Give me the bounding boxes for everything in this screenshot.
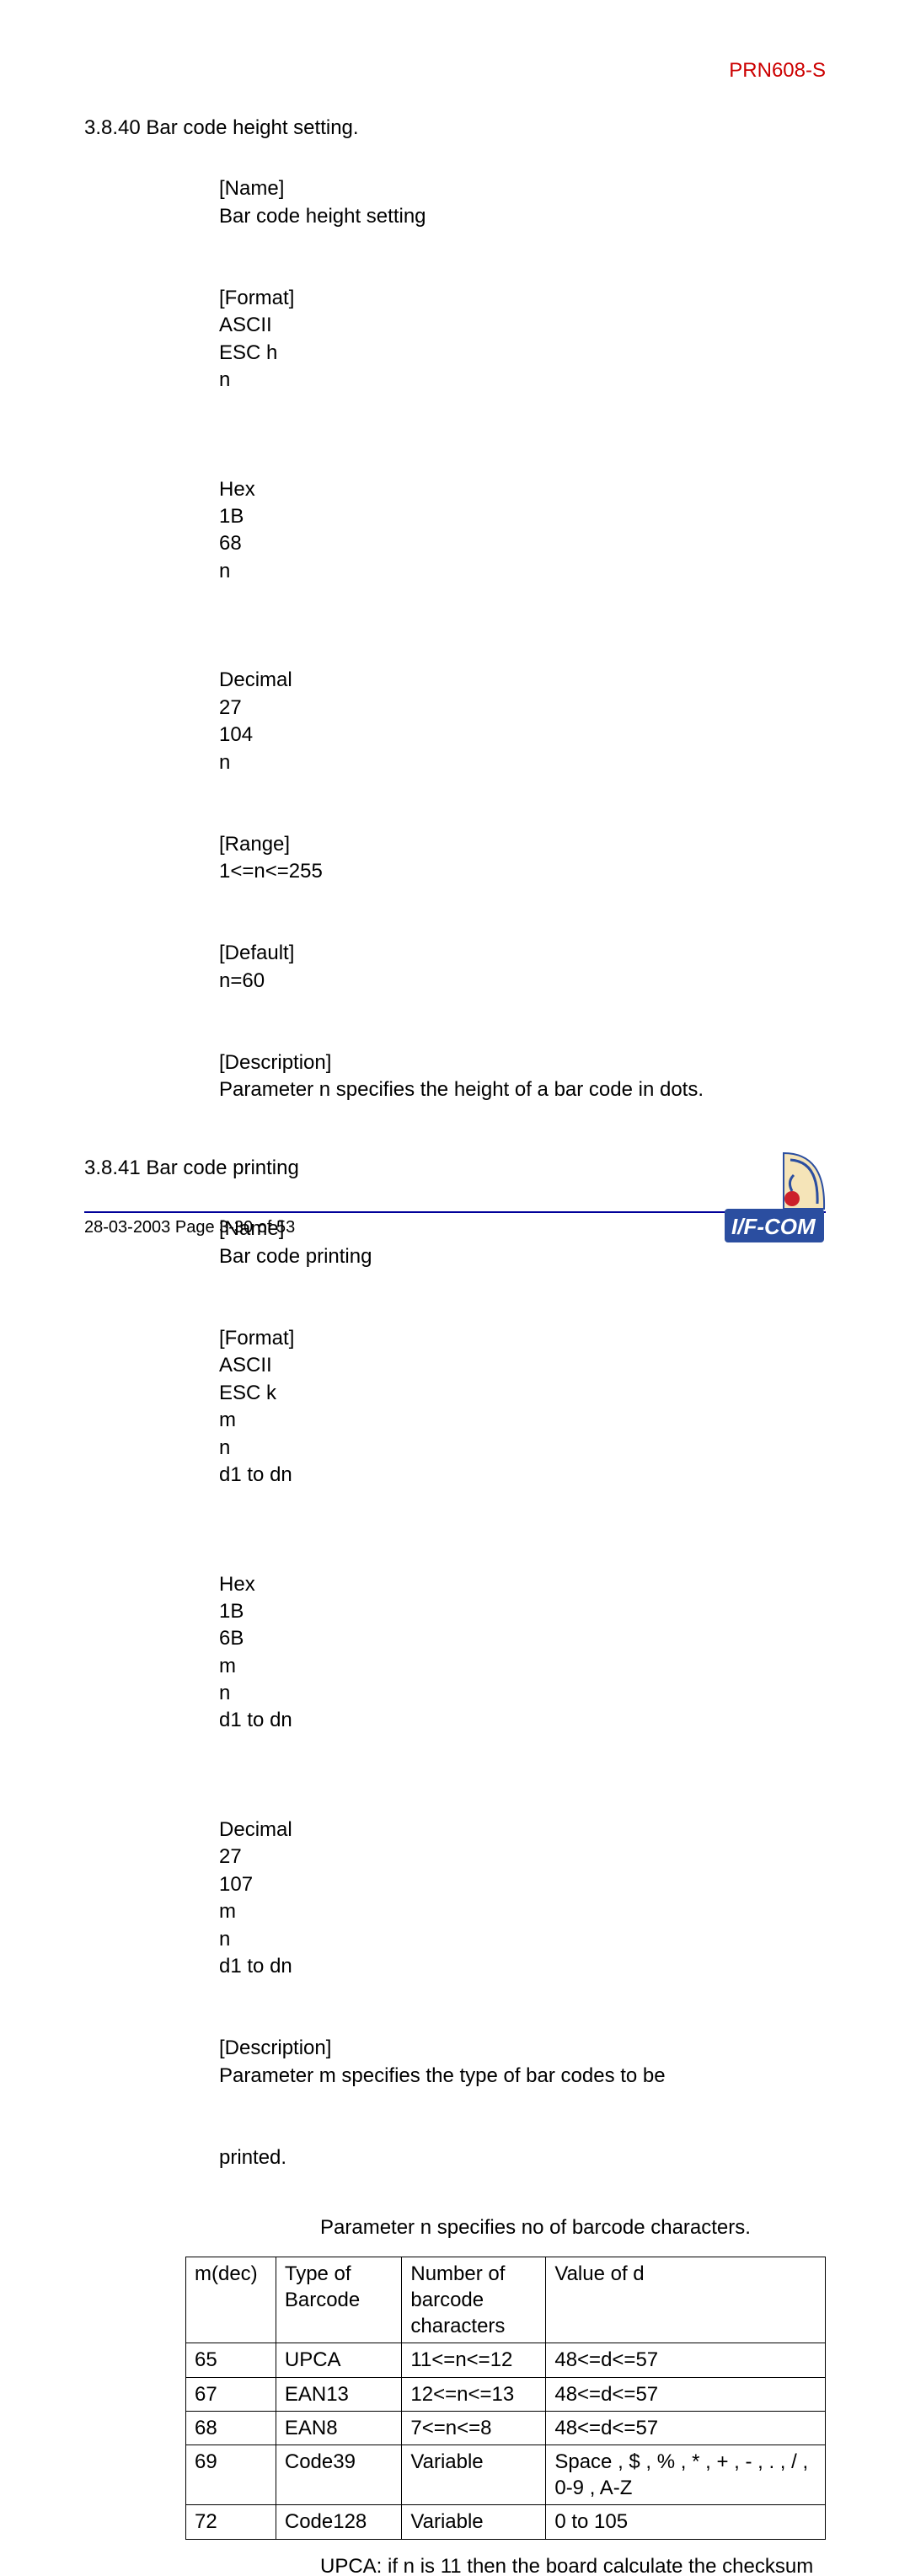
table-cell: 65 [186,2343,276,2377]
footer-text: 28-03-2003 Page 3-30 of 53 [84,1218,826,1237]
table-cell: 12<=n<=13 [402,2377,546,2411]
table-row: 65 UPCA 11<=n<=12 48<=d<=57 [186,2343,826,2377]
table-header: m(dec) [186,2257,276,2343]
value-printed: printed. [219,2146,286,2169]
fmt-col: 6B [219,1625,270,1652]
fmt-col: n [219,367,261,394]
table-cell: 7<=n<=8 [402,2411,546,2445]
fmt-col: 104 [219,722,270,749]
ifcom-logo-icon: I/F-COM [725,1151,826,1244]
fmt-col: d1 to dn [219,1709,292,1731]
label-name: [Name] [219,175,354,202]
label-format: [Format] [219,1325,354,1352]
value-description: Parameter m specifies the type of bar co… [219,2064,666,2087]
fmt-col: 68 [219,530,270,557]
footer-rule [84,1211,826,1213]
fmt-col: d1 to dn [219,1463,292,1486]
fmt-col: Hex [219,1571,320,1598]
label-format: [Format] [219,285,354,312]
table-cell: Space , $ , % , * , + , - , . , / , 0-9 … [546,2445,826,2505]
label-range: [Range] [219,831,354,858]
note-upca: UPCA: if n is 11 then the board calculat… [320,2553,826,2576]
table-header: Type ofBarcode [276,2257,402,2343]
table-cell: 72 [186,2505,276,2539]
table-cell: 68 [186,2411,276,2445]
label-description: [Description] [219,2035,354,2062]
table-cell: Code39 [276,2445,402,2505]
table-cell: 11<=n<=12 [402,2343,546,2377]
page: PRN608-S 3.8.40 Bar code height setting.… [0,0,910,1288]
table-cell: Variable [402,2445,546,2505]
value-name: Bar code printing [219,1245,372,1268]
fmt-col: ASCII [219,312,320,339]
table-row: 72 Code128 Variable 0 to 105 [186,2505,826,2539]
table-cell: Variable [402,2505,546,2539]
fmt-col: 1B [219,503,270,530]
fmt-col: 1B [219,1598,270,1625]
param-n-note: Parameter n specifies no of barcode char… [320,2214,826,2241]
table-header: Value of d [546,2257,826,2343]
table-header: Number ofbarcodecharacters [402,2257,546,2343]
value-range: 1<=n<=255 [219,860,323,883]
value-default: n=60 [219,969,265,992]
fmt-col: n [219,1926,261,1953]
section-3-8-41-body: [Name] Bar code printing [Format] ASCII … [185,1189,826,2198]
fmt-col: n [219,1680,261,1707]
table-cell: Code128 [276,2505,402,2539]
fmt-col: ESC k [219,1380,303,1407]
section-3-8-40-body: [Name] Bar code height setting [Format] … [185,148,826,1131]
table-cell: 69 [186,2445,276,2505]
fmt-col: ASCII [219,1352,320,1379]
fmt-col: 107 [219,1871,270,1898]
table-cell: 67 [186,2377,276,2411]
fmt-col: m [219,1407,261,1434]
value-description: Parameter n specifies the height of a ba… [219,1078,704,1101]
fmt-col: Decimal [219,667,320,694]
header-product: PRN608-S [84,59,826,83]
section-heading-3-8-41: 3.8.41 Bar code printing [84,1157,826,1180]
table-row: 69 Code39 Variable Space , $ , % , * , +… [186,2445,826,2505]
table-row: 68 EAN8 7<=n<=8 48<=d<=57 [186,2411,826,2445]
svg-text:I/F-COM: I/F-COM [731,1214,816,1239]
fmt-col: 27 [219,1843,270,1870]
table-cell: 48<=d<=57 [546,2377,826,2411]
fmt-col: ESC h [219,340,303,367]
label-default: [Default] [219,940,354,967]
fmt-col: d1 to dn [219,1955,292,1978]
fmt-col: Hex [219,476,320,503]
label-description: [Description] [219,1049,354,1076]
table-cell: 0 to 105 [546,2505,826,2539]
table-cell: UPCA [276,2343,402,2377]
fmt-col: m [219,1653,261,1680]
table-cell: EAN13 [276,2377,402,2411]
barcode-table: m(dec) Type ofBarcode Number ofbarcodech… [185,2257,826,2540]
table-header-row: m(dec) Type ofBarcode Number ofbarcodech… [186,2257,826,2343]
table-row: 67 EAN13 12<=n<=13 48<=d<=57 [186,2377,826,2411]
value-name: Bar code height setting [219,205,426,228]
fmt-col: n [219,558,261,585]
section-heading-3-8-40: 3.8.40 Bar code height setting. [84,116,826,140]
table-cell: EAN8 [276,2411,402,2445]
footer: 28-03-2003 Page 3-30 of 53 I/F-COM [84,1205,826,1237]
fmt-col: n [219,749,261,776]
fmt-col: Decimal [219,1817,320,1843]
fmt-col: 27 [219,695,270,722]
fmt-col: n [219,1435,261,1462]
table-cell: 48<=d<=57 [546,2343,826,2377]
fmt-col: m [219,1898,261,1925]
table-cell: 48<=d<=57 [546,2411,826,2445]
